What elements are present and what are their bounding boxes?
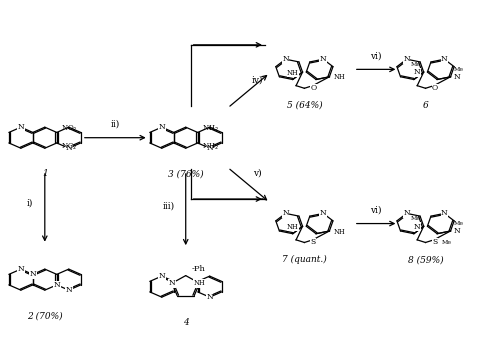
Text: Me: Me [411,62,421,67]
Text: Me: Me [411,216,421,221]
Text: N: N [66,286,72,294]
Text: NH: NH [334,73,345,82]
Text: iv): iv) [252,75,263,84]
Text: NO$_2$: NO$_2$ [60,124,78,134]
Text: N: N [320,55,326,63]
Text: NH$_2$: NH$_2$ [202,142,218,152]
Text: N: N [206,293,213,301]
Text: N: N [320,209,326,218]
Text: N: N [158,123,165,131]
Text: v): v) [253,169,262,178]
Text: Me: Me [454,67,464,72]
Text: O: O [432,84,438,92]
Text: Me: Me [454,221,464,226]
Text: 6: 6 [422,101,428,110]
Text: NO$_2$: NO$_2$ [60,142,78,152]
Text: 4: 4 [183,318,188,327]
Text: i): i) [27,199,33,208]
Text: iii): iii) [162,201,174,210]
Text: NH: NH [287,223,298,231]
Text: N: N [414,68,420,77]
Text: N: N [206,144,213,152]
Text: N: N [404,209,410,218]
Text: S: S [432,239,437,246]
Text: 5 (64%): 5 (64%) [286,101,322,110]
Text: N: N [158,272,165,280]
Text: N: N [454,227,460,235]
Text: N: N [54,281,60,289]
Text: ii): ii) [111,120,120,129]
Text: N: N [18,265,24,273]
Text: S: S [311,239,316,246]
Text: N: N [414,222,420,231]
Text: N: N [30,270,36,278]
Text: N: N [66,144,72,152]
Text: 2 (70%): 2 (70%) [27,311,63,320]
Text: N: N [441,209,448,218]
Text: NH: NH [334,228,345,236]
Text: N: N [18,123,24,131]
Text: N: N [282,55,289,63]
Text: N: N [404,55,410,63]
Text: O: O [311,84,317,92]
Text: N: N [454,73,460,81]
Text: 7 (quant.): 7 (quant.) [282,255,327,264]
Text: vi): vi) [370,206,382,215]
Text: N: N [441,55,448,63]
Text: 3 (76%): 3 (76%) [168,169,203,178]
Text: vi): vi) [370,52,382,61]
Text: N: N [168,279,175,287]
Text: N: N [282,209,289,218]
Text: 1: 1 [42,169,48,178]
Text: -Ph: -Ph [192,265,205,273]
Text: NH$_2$: NH$_2$ [202,124,218,134]
Text: Me: Me [442,240,452,245]
Text: NH: NH [287,69,298,77]
Text: NH: NH [194,279,205,287]
Text: 8 (59%): 8 (59%) [408,255,444,264]
